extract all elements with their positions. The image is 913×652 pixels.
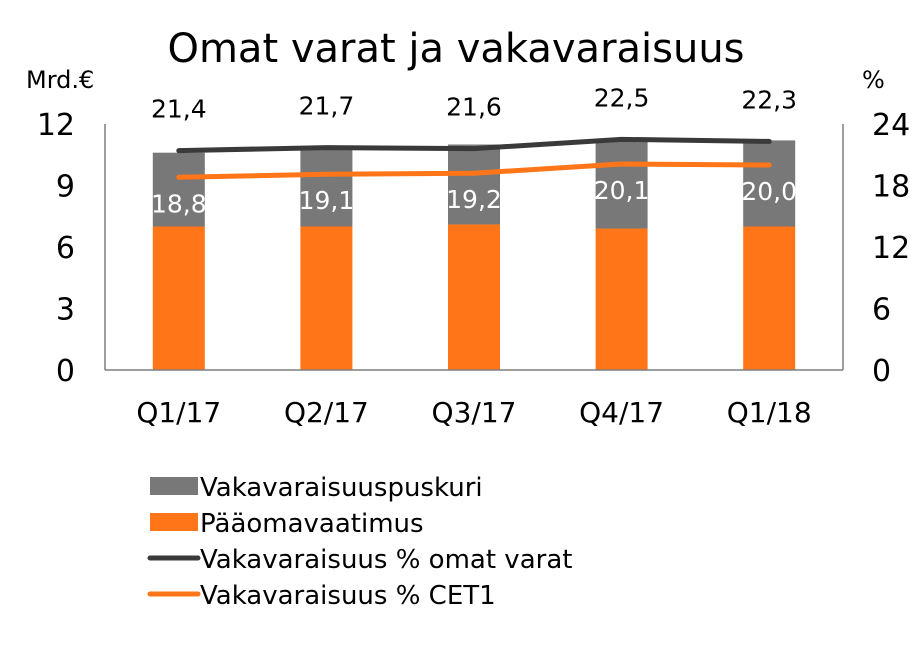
left-tick-label: 12 (37, 108, 75, 143)
bar-paaomavaatimus (448, 224, 500, 370)
data-label-cet1: 19,1 (299, 186, 355, 215)
left-tick-label: 9 (56, 170, 75, 205)
data-label-omat-varat: 21,7 (299, 92, 355, 121)
plot-area: 0 3 6 9 12 0 6 12 18 24 Q1/17 Q2/17 Q3/17 Q4/17 Q1/18 2… (37, 83, 910, 429)
right-tick-label: 12 (872, 231, 910, 266)
bar-vakavaraisuuspuskuri (152, 152, 205, 227)
bar-vakavaraisuuspuskuri (743, 140, 796, 227)
right-tick-label: 0 (872, 354, 891, 389)
category-label: Q3/17 (432, 396, 517, 429)
data-label-cet1: 20,1 (594, 176, 650, 205)
bar-vakavaraisuuspuskuri (300, 146, 353, 227)
right-tick-label: 18 (872, 170, 910, 205)
category-label: Q1/18 (727, 396, 812, 429)
bar-paaomavaatimus (152, 226, 205, 370)
data-label-omat-varat: 22,5 (594, 83, 650, 112)
data-label-omat-varat: 21,6 (446, 93, 502, 122)
bar-paaomavaatimus (743, 226, 796, 370)
left-tick-label: 0 (56, 354, 75, 389)
data-label-omat-varat: 21,4 (151, 95, 207, 124)
data-label-cet1: 18,8 (151, 189, 207, 218)
category-label: Q4/17 (579, 396, 664, 429)
bar-paaomavaatimus (300, 226, 353, 370)
left-tick-label: 3 (56, 293, 75, 328)
line-omat-varat (176, 136, 772, 154)
bar-vakavaraisuuspuskuri (448, 144, 500, 225)
data-label-omat-varat: 22,3 (741, 85, 797, 114)
legend-label: Vakavaraisuuspuskuri (200, 473, 483, 503)
category-label: Q1/17 (136, 396, 221, 429)
legend: Vakavaraisuuspuskuri Pääomavaatimus Vakava… (147, 473, 572, 611)
category-label: Q2/17 (284, 396, 369, 429)
legend-label: Vakavaraisuus % CET1 (200, 581, 496, 611)
chart-title: Omat varat ja vakavaraisuus (167, 26, 744, 72)
data-label-cet1: 19,2 (446, 185, 502, 214)
right-tick-label: 6 (872, 293, 891, 328)
right-axis-unit: % (862, 66, 885, 94)
bar-vakavaraisuuspuskuri (595, 140, 648, 229)
left-axis-unit: Mrd.€ (26, 66, 94, 94)
legend-label: Vakavaraisuus % omat varat (200, 545, 572, 575)
left-tick-label: 6 (56, 231, 75, 266)
legend-label: Pääomavaatimus (200, 509, 424, 539)
legend-swatch (150, 477, 198, 495)
bar-paaomavaatimus (595, 228, 648, 370)
right-tick-label: 24 (872, 108, 910, 143)
line-cet1 (176, 161, 772, 180)
data-label-cet1: 20,0 (741, 177, 797, 206)
legend-swatch (150, 513, 198, 531)
